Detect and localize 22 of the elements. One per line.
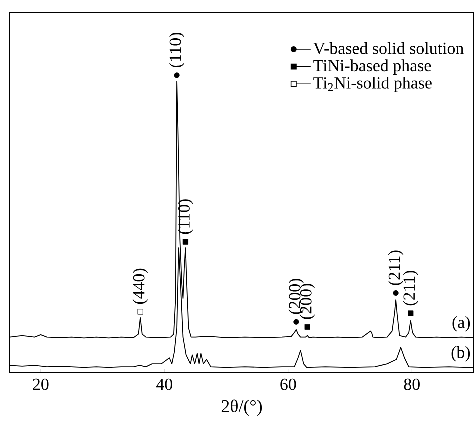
point [408,310,414,316]
legend-label: V-based solid solution [313,42,464,54]
x-tick-label: 40 [156,378,172,390]
x-tick-label: 20 [33,378,49,390]
series-label: (b) [452,346,470,362]
point [174,72,180,78]
annotation: (211) [388,250,404,286]
annotation: (110) [178,200,194,234]
x-tick-label: 60 [280,378,296,390]
point [393,290,399,296]
point [182,239,188,245]
x-tick-label: 80 [404,378,420,390]
x-axis-title: 2θ/(°) [222,400,262,416]
legend-label: Ti$_{2}$Ni-solid phase [314,76,432,92]
series-label: (a) [452,316,470,332]
legend-label: TiNi-based phase [314,60,432,76]
point [304,324,310,330]
annotation: (211) [403,271,419,306]
annotation: (110) [169,32,185,68]
annotation: (440) [132,268,148,304]
point [294,319,300,325]
point [138,309,144,315]
